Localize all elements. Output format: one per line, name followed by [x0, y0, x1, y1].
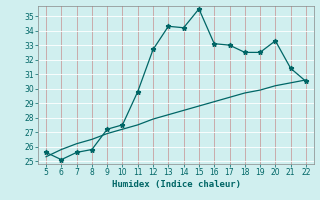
X-axis label: Humidex (Indice chaleur): Humidex (Indice chaleur) [111, 180, 241, 189]
